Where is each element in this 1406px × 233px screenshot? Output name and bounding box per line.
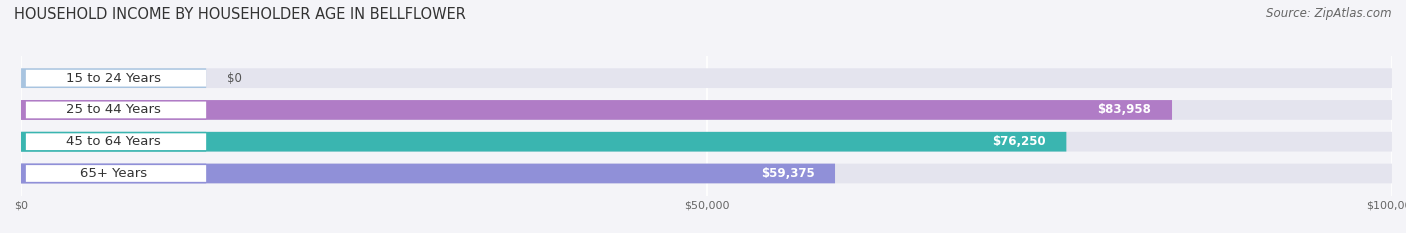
FancyBboxPatch shape: [21, 164, 835, 183]
Text: HOUSEHOLD INCOME BY HOUSEHOLDER AGE IN BELLFLOWER: HOUSEHOLD INCOME BY HOUSEHOLDER AGE IN B…: [14, 7, 465, 22]
FancyBboxPatch shape: [25, 165, 207, 182]
FancyBboxPatch shape: [21, 68, 1392, 88]
FancyBboxPatch shape: [21, 164, 1392, 183]
FancyBboxPatch shape: [25, 70, 207, 86]
FancyBboxPatch shape: [25, 133, 207, 150]
Text: 45 to 64 Years: 45 to 64 Years: [66, 135, 162, 148]
Text: 25 to 44 Years: 25 to 44 Years: [66, 103, 162, 116]
Text: $0: $0: [226, 72, 242, 85]
Text: $59,375: $59,375: [761, 167, 814, 180]
Text: 15 to 24 Years: 15 to 24 Years: [66, 72, 162, 85]
Text: 65+ Years: 65+ Years: [80, 167, 148, 180]
FancyBboxPatch shape: [21, 68, 207, 88]
FancyBboxPatch shape: [21, 132, 1392, 151]
FancyBboxPatch shape: [21, 100, 1392, 120]
FancyBboxPatch shape: [21, 100, 207, 120]
FancyBboxPatch shape: [25, 102, 207, 118]
FancyBboxPatch shape: [21, 100, 1173, 120]
FancyBboxPatch shape: [21, 132, 1066, 151]
Text: $83,958: $83,958: [1098, 103, 1152, 116]
FancyBboxPatch shape: [21, 132, 207, 151]
Text: Source: ZipAtlas.com: Source: ZipAtlas.com: [1267, 7, 1392, 20]
Text: $76,250: $76,250: [993, 135, 1046, 148]
FancyBboxPatch shape: [21, 164, 207, 183]
